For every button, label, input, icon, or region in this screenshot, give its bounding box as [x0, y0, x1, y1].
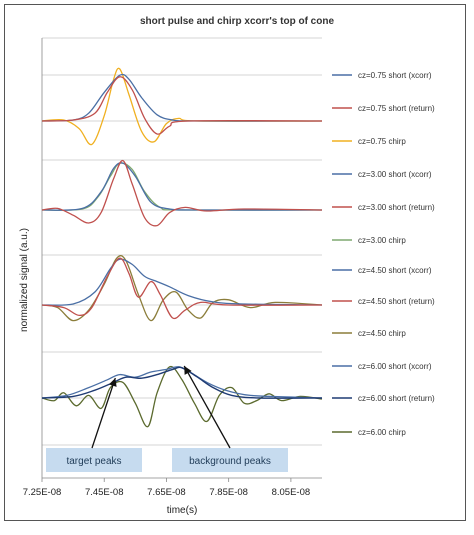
annotation-arrowhead: [184, 366, 192, 375]
chart-title: short pulse and chirp xcorr's top of con…: [140, 16, 335, 27]
legend-entry: cz=4.50 short (return): [358, 297, 435, 306]
x-tick-label: 7.25E-08: [23, 487, 62, 498]
series-line-cz-0-75-short-xcorr-: [41, 73, 323, 122]
x-axis-label: time(s): [167, 505, 198, 516]
series-line-cz-3-00-short-return-: [41, 159, 323, 227]
legend-entry: cz=3.00 chirp: [358, 236, 406, 245]
x-tick-label: 7.85E-08: [209, 487, 248, 498]
chart-frame: [4, 4, 466, 521]
annotation-label: target peaks: [66, 456, 121, 467]
x-tick-label: 7.45E-08: [85, 487, 124, 498]
legend-entry: cz=6.00 short (xcorr): [358, 362, 432, 371]
x-tick-label: 8.05E-08: [272, 487, 311, 498]
annotation-box: [46, 448, 142, 472]
series-line-cz-4-50-chirp: [41, 255, 323, 322]
series-line-cz-0-75-short-return-: [41, 76, 323, 135]
series-line-cz-4-50-short-xcorr-: [41, 258, 323, 306]
annotation-arrowhead: [109, 378, 117, 387]
legend-entry: cz=0.75 chirp: [358, 137, 406, 146]
series-line-cz-4-50-short-return-: [41, 257, 323, 320]
series-line-cz-6-00-short-return-: [41, 366, 323, 399]
legend-entry: cz=3.00 short (xcorr): [358, 170, 432, 179]
series-layer: [41, 67, 323, 428]
legend: cz=0.75 short (xcorr) cz=0.75 short (retu…: [332, 71, 435, 437]
legend-entry: cz=0.75 short (return): [358, 104, 435, 113]
y-axis-label: normalized signal (a.u.): [19, 228, 30, 332]
annotations: target peaks background peaks: [46, 365, 288, 472]
legend-entry: cz=3.00 short (return): [358, 203, 435, 212]
annotation-label: background peaks: [189, 456, 271, 467]
x-axis: 7.25E-08 7.45E-08 7.65E-08 7.85E-08 8.05E-08: [23, 478, 310, 498]
annotation-arrow: [183, 365, 231, 449]
x-tick-label: 7.65E-08: [147, 487, 186, 498]
series-line-cz-3-00-chirp: [41, 162, 323, 211]
series-line-cz-3-00-short-xcorr-: [41, 162, 323, 211]
legend-entry: cz=4.50 chirp: [358, 329, 406, 338]
legend-entry: cz=4.50 short (xcorr): [358, 266, 432, 275]
annotation-box: [172, 448, 288, 472]
legend-entry: cz=0.75 short (xcorr): [358, 71, 432, 80]
legend-entry: cz=6.00 short (return): [358, 394, 435, 403]
legend-entry: cz=6.00 chirp: [358, 428, 406, 437]
series-line-cz-6-00-short-xcorr-: [41, 366, 323, 399]
grid-lines: [41, 37, 322, 479]
annotation-arrow: [91, 377, 116, 449]
series-line-cz-0-75-chirp: [41, 67, 323, 146]
